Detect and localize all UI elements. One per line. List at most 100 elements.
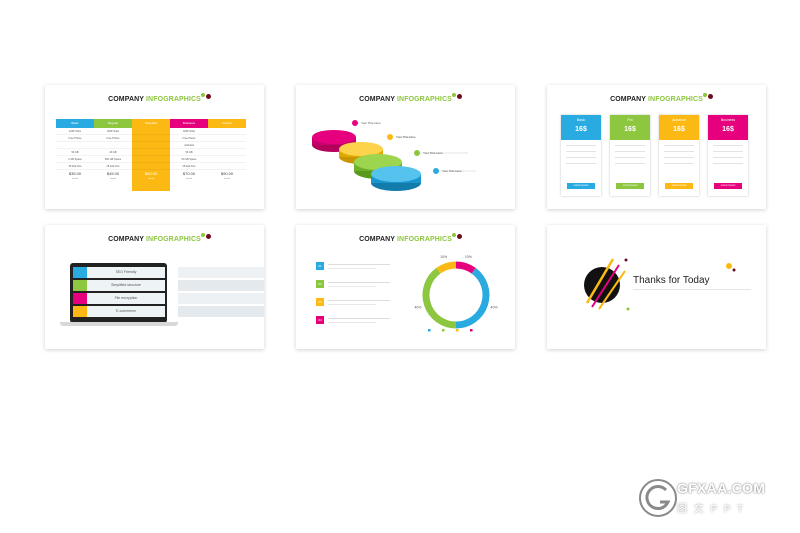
item-title: Your Title Here bbox=[396, 135, 416, 139]
column-price: $60.00 bbox=[144, 171, 158, 176]
slide-pricing-cards[interactable]: COMPANY INFOGRAPHICS Basic 16$ Lorem Ipsum… bbox=[547, 85, 766, 209]
column-price: $70.00 bbox=[182, 171, 196, 176]
donut-slice bbox=[436, 261, 457, 274]
column-price: $45.00 bbox=[106, 171, 120, 176]
table-cell: 2GB Hosts bbox=[94, 128, 132, 135]
table-cell bbox=[208, 128, 246, 135]
divider bbox=[633, 289, 751, 290]
decor-graphic bbox=[584, 258, 736, 311]
column-price: $90.00 bbox=[220, 171, 234, 176]
column-period: /month bbox=[223, 178, 231, 180]
plan-price: 16$ bbox=[624, 126, 636, 133]
column-period: /month bbox=[71, 178, 79, 180]
decor-dot bbox=[452, 93, 456, 97]
pricing-card: Basic 16$ Lorem Ipsum bbox=[561, 115, 601, 196]
plan-name: Advance bbox=[672, 118, 686, 122]
donut-chart: 40% 40% 10% 10% bbox=[414, 255, 498, 332]
text-placeholder-line bbox=[328, 300, 390, 301]
numbered-badge: 04 bbox=[316, 316, 324, 324]
table-column: Business 4GB Hosts Free Phone unlimited 50 G… bbox=[170, 119, 208, 180]
donut-slice bbox=[455, 267, 490, 329]
plan-button[interactable]: Lorem Ipsum bbox=[616, 183, 644, 189]
divider bbox=[566, 163, 596, 164]
divider bbox=[713, 157, 743, 158]
pricing-card: Business 16$ Lorem Ipsum bbox=[708, 115, 748, 196]
feature-label: SEO Friendly bbox=[87, 267, 165, 278]
plan-button[interactable]: Lorem Ipsum bbox=[665, 183, 693, 189]
table-cell: Free Phone bbox=[94, 135, 132, 142]
slide-laptop-features[interactable]: COMPANY INFOGRAPHICS SEO Friendly Simplif… bbox=[45, 225, 264, 349]
text-placeholder-line bbox=[328, 268, 376, 269]
table-cell: 1GB Hosts bbox=[56, 128, 94, 135]
column-header: Custom bbox=[208, 119, 246, 128]
slide-layered-infographic[interactable]: COMPANY INFOGRAPHICS Your Title Here Yo bbox=[296, 85, 515, 209]
plan-price: 16$ bbox=[673, 126, 685, 133]
table-cell bbox=[208, 135, 246, 142]
divider bbox=[664, 163, 694, 164]
table-cell: 50 GB bbox=[56, 149, 94, 156]
slide-title: COMPANY INFOGRAPHICS bbox=[108, 236, 201, 243]
feature-label: E-commerce bbox=[87, 306, 165, 317]
table-cell: 25 Add Ons bbox=[170, 163, 208, 170]
column-header: Standard bbox=[132, 119, 170, 128]
table-cell: 4GB Hosts bbox=[170, 128, 208, 135]
table-cell: 25 Add Ons bbox=[56, 163, 94, 170]
text-placeholder-line bbox=[328, 318, 390, 319]
item-title: Your Title Here bbox=[442, 169, 462, 173]
donut-label: 10% bbox=[440, 255, 447, 259]
donut-label: 10% bbox=[465, 255, 472, 259]
feature-color-tag bbox=[73, 267, 87, 278]
divider bbox=[615, 163, 645, 164]
divider bbox=[566, 151, 596, 152]
decor-dot bbox=[201, 233, 205, 237]
watermark-subtext: 图 文 P P T bbox=[677, 504, 746, 515]
table-cell bbox=[132, 142, 170, 149]
feature-desc-bar bbox=[178, 306, 264, 317]
decor-dot bbox=[452, 233, 456, 237]
table-cell: 50 GB Space bbox=[170, 156, 208, 163]
card-header: Business 16$ bbox=[708, 115, 748, 140]
table-cell: 50 GB bbox=[170, 149, 208, 156]
column-period: /month bbox=[185, 178, 193, 180]
plan-name: Pro bbox=[627, 118, 633, 122]
table-cell bbox=[94, 142, 132, 149]
table-cell bbox=[208, 156, 246, 163]
table-cell: 2 GB Space bbox=[56, 156, 94, 163]
table-column: Basic 1GB Hosts Free Phone 50 GB 2 GB Space 2… bbox=[56, 119, 94, 180]
legend-swatch bbox=[456, 329, 459, 332]
numbered-badge: 03 bbox=[316, 298, 324, 306]
divider bbox=[566, 145, 596, 146]
text-placeholder-line bbox=[328, 286, 376, 287]
column-price: $35.00 bbox=[68, 171, 82, 176]
divider bbox=[566, 157, 596, 158]
item-title: Your Title Here bbox=[423, 151, 443, 155]
feature-desc-bar bbox=[178, 280, 264, 291]
laptop-base bbox=[60, 322, 178, 326]
card-header: Advance 16$ bbox=[659, 115, 699, 140]
plan-price: 16$ bbox=[575, 126, 587, 133]
table-cell bbox=[208, 149, 246, 156]
plan-button[interactable]: Lorem Ipsum bbox=[714, 183, 742, 189]
decor-dot bbox=[201, 93, 205, 97]
table-cell bbox=[132, 128, 170, 135]
slide-donut-chart[interactable]: COMPANY INFOGRAPHICS 01 02 03 04 40% 40% 10% 1… bbox=[296, 225, 515, 349]
legend-swatch bbox=[470, 329, 473, 332]
decor-dot bbox=[206, 234, 211, 239]
decor-dot bbox=[457, 234, 462, 239]
table-cell: Free Phone bbox=[170, 135, 208, 142]
table-cell bbox=[208, 142, 246, 149]
decor-dot bbox=[457, 94, 462, 99]
slide-title: COMPANY INFOGRAPHICS bbox=[610, 96, 703, 103]
plan-name: Business bbox=[720, 118, 736, 122]
table-cell: 500 GB Space bbox=[94, 156, 132, 163]
table-cell bbox=[132, 156, 170, 163]
divider bbox=[664, 157, 694, 158]
plan-button[interactable]: Lorem Ipsum bbox=[567, 183, 595, 189]
slide-title: COMPANY INFOGRAPHICS bbox=[359, 96, 452, 103]
plan-name: Basic bbox=[576, 118, 586, 122]
decor-dot bbox=[708, 94, 713, 99]
slide-thanks[interactable]: Thanks for Today bbox=[547, 225, 766, 349]
slide-pricing-table[interactable]: COMPANY INFOGRAPHICS Basic 1GB Hosts Free … bbox=[45, 85, 264, 209]
divider bbox=[713, 163, 743, 164]
feature-desc-bar bbox=[178, 267, 264, 278]
